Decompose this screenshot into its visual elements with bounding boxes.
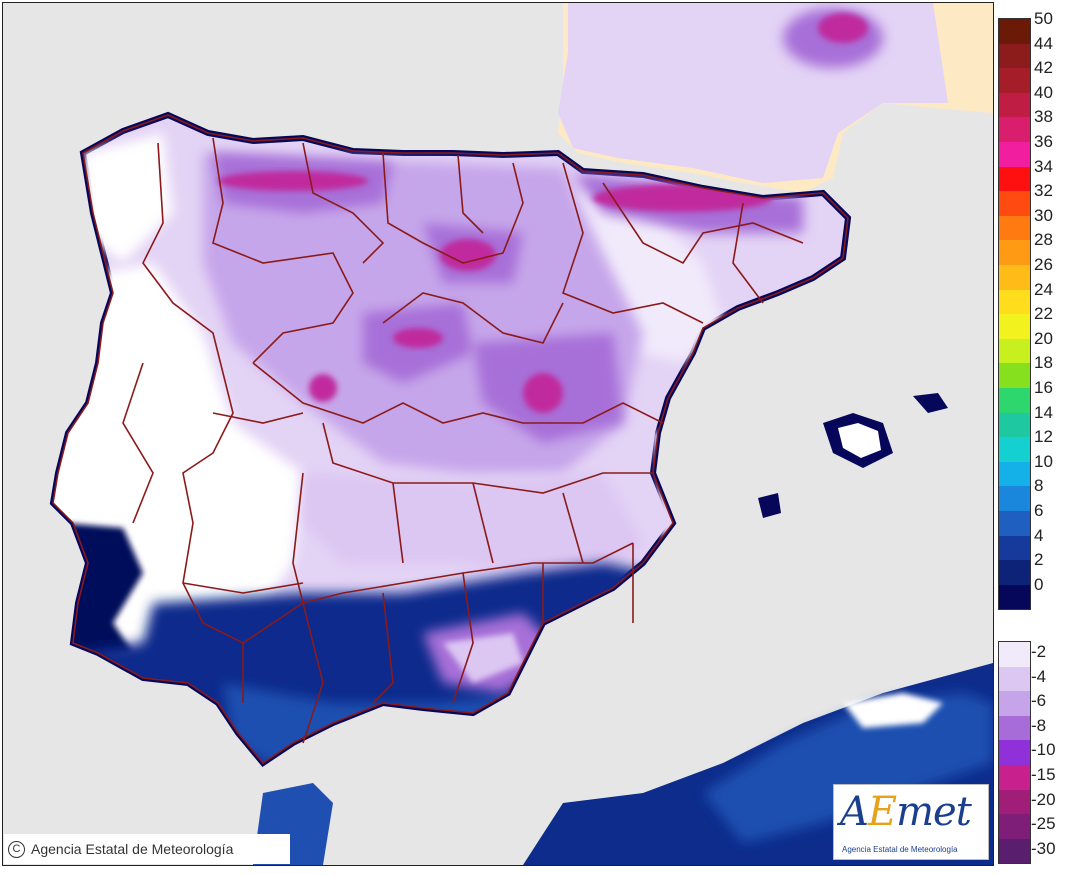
legend-label: 44 (1034, 33, 1053, 53)
legend-label: 4 (1034, 525, 1044, 545)
legend-swatch (999, 789, 1030, 815)
legend-swatch (999, 265, 1030, 290)
north-africa-warm-area (703, 693, 993, 843)
logo-subtitle: Agencia Estatal de Meteorología (842, 845, 958, 854)
legend-swatch (999, 240, 1030, 265)
legend-label: 50 (1034, 9, 1053, 28)
legend-label: 2 (1034, 550, 1044, 570)
legend-negative-bar (998, 641, 1031, 865)
legend-swatch (999, 215, 1030, 241)
legend-label: 28 (1034, 230, 1053, 250)
legend-positive-bar (998, 18, 1031, 611)
legend-label: 12 (1034, 427, 1053, 447)
legend-swatch (999, 584, 1030, 610)
logo-wordmark: AEmet (840, 789, 972, 835)
legend-label: 26 (1034, 255, 1053, 274)
legend-label: -4 (1031, 666, 1047, 686)
legend-swatch (999, 388, 1030, 413)
copyright-icon: C (8, 840, 25, 858)
legend-swatch (999, 765, 1030, 790)
legend-label: 34 (1034, 156, 1053, 176)
legend-swatch (999, 740, 1030, 765)
legend-swatch (999, 560, 1030, 585)
legend-swatch (999, 461, 1030, 487)
legend-swatch (999, 314, 1030, 339)
mallorca-warm-area (838, 423, 881, 458)
legend-swatch (999, 68, 1030, 93)
menorca-island (913, 393, 948, 413)
legend-label: 36 (1034, 132, 1053, 151)
legend-label: -2 (1031, 642, 1047, 661)
legend-swatch (999, 363, 1030, 388)
legend-label: 0 (1034, 574, 1044, 594)
legend-swatch (999, 666, 1030, 692)
logo-letter-e: E (867, 789, 897, 835)
legend-label: -25 (1031, 814, 1056, 834)
province-borders (52, 114, 849, 765)
legend-swatch (999, 838, 1030, 864)
legend-swatch (999, 814, 1030, 839)
map-canvas (3, 3, 993, 865)
legend-swatch (999, 486, 1030, 511)
legend-label: 20 (1034, 328, 1053, 348)
legend-label: 24 (1034, 279, 1053, 299)
legend-label: -15 (1031, 765, 1056, 784)
legend-swatch (999, 412, 1030, 438)
legend-label: -6 (1031, 691, 1047, 711)
aemet-logo: AEmet Agencia Estatal de Meteorología (833, 784, 989, 860)
logo-letters-met: met (896, 789, 972, 835)
legend-label: 6 (1034, 501, 1044, 520)
legend-swatch (999, 691, 1030, 716)
legend-label: -30 (1031, 838, 1056, 858)
legend-swatch (999, 43, 1030, 69)
legend-label: 10 (1034, 451, 1053, 471)
legend-swatch (999, 142, 1030, 167)
legend-swatch (999, 289, 1030, 315)
legend-swatch (999, 535, 1030, 561)
legend-label: 38 (1034, 107, 1053, 127)
legend-swatch (999, 715, 1030, 741)
legend-swatch (999, 642, 1030, 667)
legend-swatch (999, 338, 1030, 364)
alps-coldest-spot (818, 13, 868, 43)
legend-swatch (999, 191, 1030, 216)
legend-label: 32 (1034, 181, 1053, 201)
legend-swatch (999, 166, 1030, 192)
legend-swatch (999, 92, 1030, 118)
legend-label: 40 (1034, 82, 1053, 102)
legend-label: 22 (1034, 304, 1053, 324)
legend-label: 16 (1034, 378, 1053, 397)
copyright-notice: C Agencia Estatal de Meteorología (4, 834, 290, 864)
legend-label: 42 (1034, 58, 1053, 78)
ibiza-island (758, 493, 781, 518)
legend-label: 8 (1034, 476, 1044, 496)
legend-swatch (999, 19, 1030, 44)
temperature-map[interactable] (2, 2, 994, 866)
logo-letter-a: A (840, 789, 869, 835)
legend-label: 30 (1034, 205, 1053, 225)
copyright-text: Agencia Estatal de Meteorología (31, 841, 234, 857)
legend-label: -10 (1031, 740, 1056, 760)
legend-swatch (999, 511, 1030, 536)
legend-label: -20 (1031, 789, 1056, 809)
legend-label: 14 (1034, 402, 1053, 422)
legend-swatch (999, 117, 1030, 142)
legend-label: 18 (1034, 353, 1053, 373)
legend-label: -8 (1031, 715, 1047, 735)
legend-swatch (999, 437, 1030, 462)
atlas-mountains-area (843, 693, 943, 728)
temperature-legend: 50 44 42 40 38 36 34 32 30 28 26 24 22 20 18 16 14 12 10 8 6… (998, 10, 1078, 868)
